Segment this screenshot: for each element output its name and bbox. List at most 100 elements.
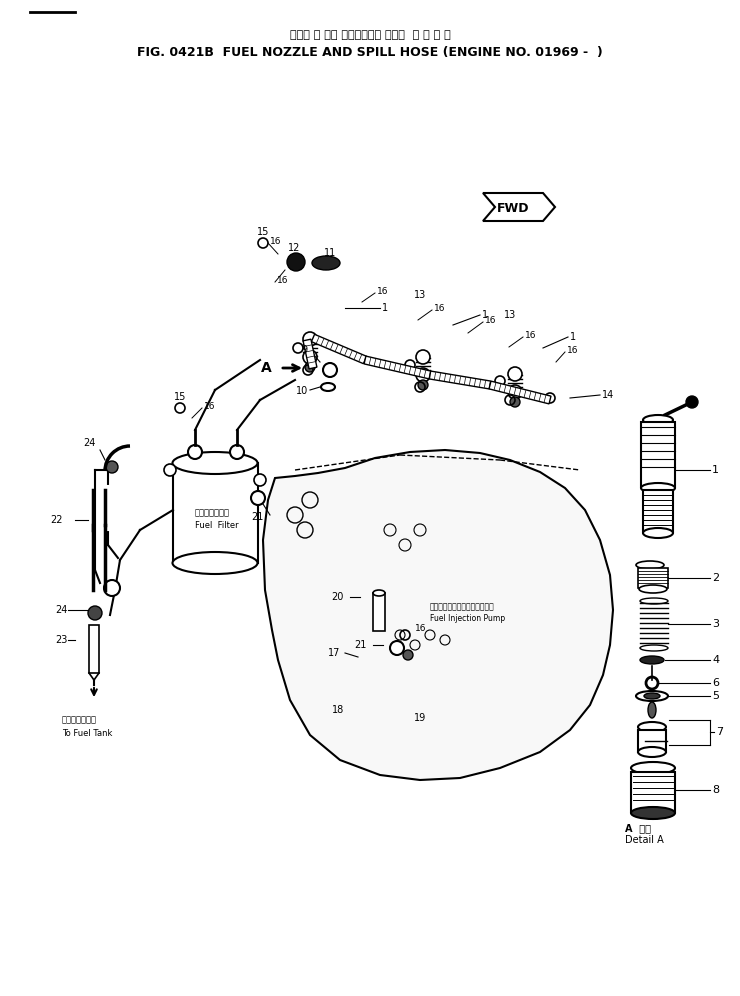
- Text: 24: 24: [55, 605, 67, 615]
- Text: 21: 21: [354, 640, 366, 650]
- Text: 11: 11: [324, 248, 336, 258]
- Circle shape: [106, 461, 118, 473]
- Text: 24: 24: [83, 438, 95, 448]
- Polygon shape: [263, 450, 613, 780]
- Bar: [643, 490, 673, 532]
- Text: 9: 9: [301, 345, 307, 355]
- Bar: [631, 772, 675, 812]
- Bar: [173, 463, 258, 563]
- Ellipse shape: [172, 452, 258, 474]
- Ellipse shape: [648, 702, 656, 718]
- Text: 22: 22: [50, 515, 62, 525]
- Text: 13: 13: [504, 310, 516, 320]
- Circle shape: [403, 650, 413, 660]
- Text: Fuel  Filter: Fuel Filter: [195, 521, 238, 530]
- Text: 4: 4: [712, 655, 719, 665]
- Text: 16: 16: [485, 316, 497, 325]
- Circle shape: [254, 474, 266, 486]
- Ellipse shape: [643, 415, 673, 425]
- Text: 6: 6: [712, 678, 719, 688]
- Text: 18: 18: [332, 705, 344, 715]
- Text: 1: 1: [382, 303, 388, 313]
- Polygon shape: [489, 381, 551, 404]
- Text: 16: 16: [434, 304, 445, 313]
- Ellipse shape: [373, 590, 385, 596]
- Ellipse shape: [631, 807, 675, 819]
- Bar: [89, 625, 99, 673]
- Ellipse shape: [631, 762, 675, 774]
- Text: To Fuel Tank: To Fuel Tank: [62, 728, 112, 737]
- Circle shape: [390, 641, 404, 655]
- Circle shape: [188, 445, 202, 459]
- Circle shape: [164, 464, 176, 476]
- Text: 10: 10: [296, 386, 308, 396]
- Polygon shape: [303, 340, 317, 369]
- Text: フェルインジェクションポンプ: フェルインジェクションポンプ: [430, 603, 495, 612]
- Ellipse shape: [639, 585, 667, 593]
- Text: 21: 21: [251, 512, 263, 522]
- Text: 16: 16: [415, 623, 426, 632]
- Text: 15: 15: [174, 392, 186, 402]
- Text: 16: 16: [567, 346, 579, 355]
- Text: フェル ノ ズル およびスピル ホース  適 用 号 機: フェル ノ ズル およびスピル ホース 適 用 号 機: [289, 30, 451, 40]
- Text: 23: 23: [55, 635, 67, 645]
- Circle shape: [416, 368, 430, 382]
- Circle shape: [230, 445, 244, 459]
- Text: 5: 5: [712, 691, 719, 701]
- Bar: [373, 593, 385, 631]
- Circle shape: [510, 397, 520, 407]
- Circle shape: [303, 332, 317, 346]
- Ellipse shape: [638, 747, 666, 757]
- Text: 13: 13: [414, 290, 426, 300]
- Circle shape: [287, 253, 305, 271]
- Text: A: A: [261, 361, 272, 375]
- Text: 2: 2: [712, 573, 719, 583]
- Text: 16: 16: [270, 236, 281, 245]
- Text: FWD: FWD: [497, 201, 529, 214]
- Ellipse shape: [643, 528, 673, 538]
- Ellipse shape: [312, 256, 340, 270]
- Circle shape: [104, 580, 120, 596]
- Polygon shape: [429, 372, 491, 389]
- Text: 1: 1: [712, 465, 719, 475]
- Ellipse shape: [638, 722, 666, 732]
- Text: 20: 20: [331, 592, 343, 602]
- Text: Detail A: Detail A: [625, 835, 664, 845]
- Text: 19: 19: [414, 713, 426, 723]
- Text: 3: 3: [712, 619, 719, 629]
- Polygon shape: [483, 193, 555, 221]
- Ellipse shape: [644, 693, 660, 699]
- Text: 17: 17: [328, 648, 340, 658]
- Text: 16: 16: [377, 287, 389, 296]
- Circle shape: [303, 350, 317, 364]
- Circle shape: [251, 491, 265, 505]
- Ellipse shape: [641, 483, 675, 493]
- Text: 16: 16: [525, 331, 536, 340]
- Text: フェルタンクへ: フェルタンクへ: [62, 715, 97, 724]
- Ellipse shape: [640, 656, 664, 664]
- Bar: [638, 730, 666, 752]
- Bar: [641, 422, 675, 487]
- Bar: [638, 568, 668, 588]
- Text: A  部詳: A 部詳: [625, 823, 651, 833]
- Text: 12: 12: [288, 243, 300, 253]
- Text: FIG. 0421B  FUEL NOZZLE AND SPILL HOSE (ENGINE NO. 01969 -  ): FIG. 0421B FUEL NOZZLE AND SPILL HOSE (E…: [137, 46, 603, 59]
- Text: 16: 16: [277, 276, 289, 285]
- Polygon shape: [364, 357, 431, 378]
- Circle shape: [686, 396, 698, 408]
- Circle shape: [508, 367, 522, 381]
- Ellipse shape: [172, 552, 258, 574]
- Circle shape: [88, 606, 102, 620]
- Ellipse shape: [636, 691, 668, 701]
- Circle shape: [508, 385, 522, 399]
- Text: 14: 14: [602, 390, 614, 400]
- Ellipse shape: [636, 561, 664, 569]
- Polygon shape: [312, 335, 366, 364]
- Text: 1: 1: [570, 332, 576, 342]
- Text: Fuel Injection Pump: Fuel Injection Pump: [430, 614, 505, 622]
- Circle shape: [418, 380, 428, 390]
- Text: 7: 7: [716, 727, 723, 737]
- Circle shape: [305, 362, 315, 372]
- Text: 15: 15: [257, 227, 269, 237]
- Text: 8: 8: [712, 785, 719, 795]
